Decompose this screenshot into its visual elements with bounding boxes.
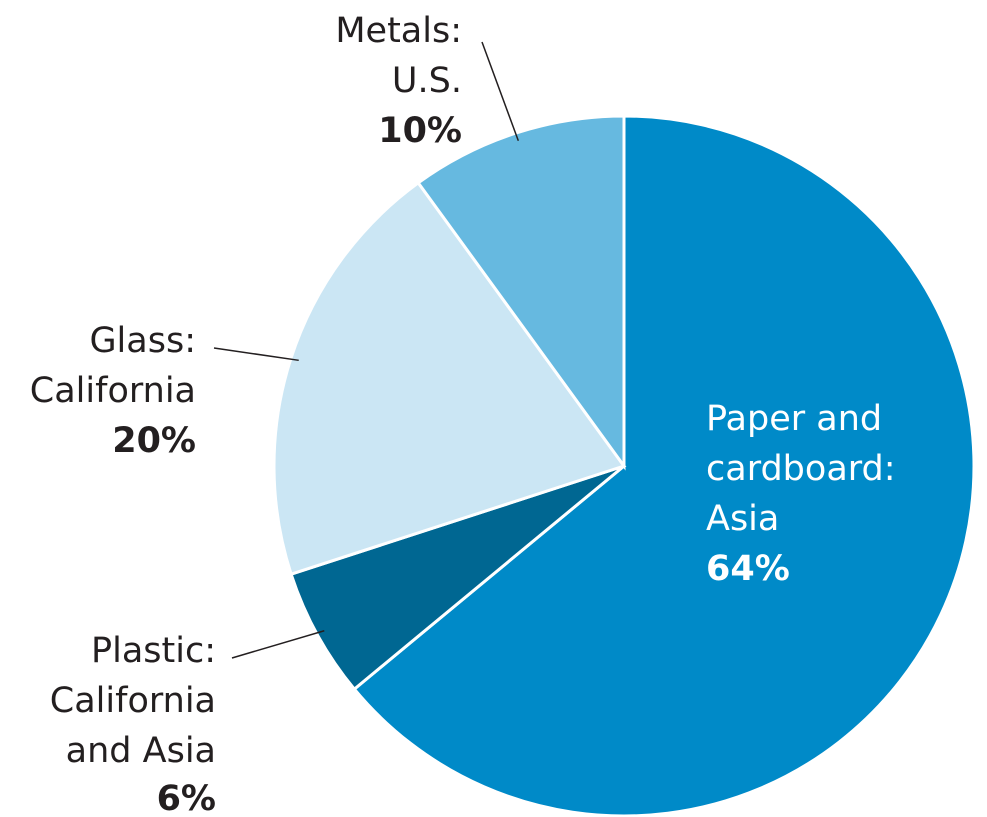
slice-label-glass-line-2: California xyxy=(30,371,196,411)
leader-line-glass xyxy=(213,347,299,362)
slice-label-metals-line-1: Metals: xyxy=(335,11,462,51)
slice-value-glass: 20% xyxy=(112,421,196,461)
slice-label-plastic-line-2: California xyxy=(50,681,216,721)
slice-label-plastic-line-3: and Asia xyxy=(66,731,216,771)
pie-slice-paper xyxy=(352,114,976,817)
leader-lines xyxy=(213,41,520,659)
slice-value-paper: 64% xyxy=(706,549,790,589)
slice-label-paper-line-3: Asia xyxy=(706,499,779,539)
slice-label-metals-line-2: U.S. xyxy=(392,61,462,101)
slice-label-plastic-line-1: Plastic: xyxy=(91,631,216,671)
slice-label-glass-line-1: Glass: xyxy=(89,321,196,361)
slice-label-paper-line-2: cardboard: xyxy=(706,449,896,489)
pie-slice-plastic xyxy=(289,464,625,692)
slice-label-metals: Metals: U.S. 10% xyxy=(335,11,462,151)
slice-label-paper-line-1: Paper and xyxy=(706,399,882,439)
slice-value-metals: 10% xyxy=(378,111,462,151)
slice-label-paper: Paper and cardboard: Asia 64% xyxy=(706,399,896,589)
pie-slices xyxy=(272,114,976,817)
pie-slice-glass xyxy=(272,180,627,577)
slice-value-plastic: 6% xyxy=(157,779,216,817)
slice-label-plastic: Plastic: California and Asia 6% xyxy=(50,631,216,817)
leader-line-plastic xyxy=(231,630,325,659)
slice-label-glass: Glass: California 20% xyxy=(30,321,196,461)
leader-line-metals xyxy=(481,41,520,141)
